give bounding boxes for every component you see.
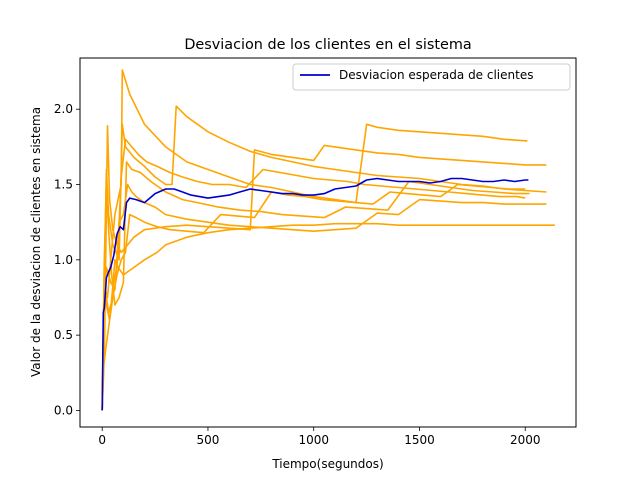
y-tick-label: 0.5: [54, 328, 73, 342]
series-line-run-1: [101, 69, 528, 411]
series-line-run-7: [101, 183, 526, 411]
y-tick-label: 0.0: [54, 403, 73, 417]
x-tick-label: 1000: [298, 433, 329, 447]
x-tick-label: 2000: [510, 433, 541, 447]
x-tick-label: 500: [197, 433, 220, 447]
plot-area: [101, 69, 555, 411]
y-tick-label: 1.5: [54, 178, 73, 192]
x-tick-label: 1500: [404, 433, 435, 447]
y-axis-label: Valor de la desviacion de clientes en si…: [29, 107, 43, 377]
x-axis-label: Tiempo(segundos): [271, 457, 383, 471]
series-line-run-2: [101, 105, 547, 411]
x-axis: 0 500 1000 1500 2000: [98, 427, 541, 447]
legend-label-expected: Desviacion esperada de clientes: [339, 68, 533, 82]
series-line-run-6: [101, 161, 530, 411]
y-axis: 0.0 0.5 1.0 1.5 2.0: [54, 102, 80, 417]
legend-box: [292, 63, 571, 91]
chart-title: Desviacion de los clientes en el sistema: [184, 37, 471, 53]
series-line-run-8: [101, 138, 526, 411]
x-tick-label: 0: [98, 433, 106, 447]
y-tick-label: 1.0: [54, 253, 73, 267]
series-line-expected: [101, 177, 529, 411]
y-tick-label: 2.0: [54, 102, 73, 116]
legend: Desviacion esperada de clientes: [292, 63, 571, 91]
axes-frame: [79, 57, 577, 428]
